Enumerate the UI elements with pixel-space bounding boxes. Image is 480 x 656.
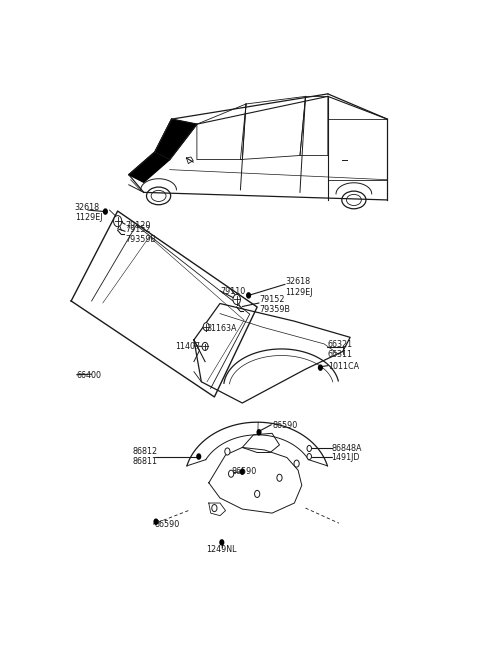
- Text: 1491JD: 1491JD: [332, 453, 360, 462]
- Text: 1249NL: 1249NL: [206, 545, 237, 554]
- Ellipse shape: [146, 187, 171, 205]
- Circle shape: [203, 323, 209, 331]
- Circle shape: [294, 460, 299, 467]
- Text: 79152
79359B: 79152 79359B: [259, 295, 290, 314]
- Text: 66400: 66400: [77, 371, 102, 380]
- Polygon shape: [155, 119, 197, 159]
- Text: 86590: 86590: [155, 520, 180, 529]
- Circle shape: [212, 504, 217, 512]
- Circle shape: [240, 469, 244, 474]
- Circle shape: [114, 216, 122, 227]
- Ellipse shape: [342, 191, 366, 209]
- Circle shape: [228, 470, 234, 478]
- Circle shape: [319, 365, 322, 370]
- Circle shape: [247, 293, 251, 298]
- Text: 66321
66311: 66321 66311: [328, 340, 353, 359]
- Circle shape: [220, 540, 224, 545]
- Circle shape: [277, 474, 282, 482]
- Circle shape: [202, 342, 208, 350]
- Text: 32618
1129EJ: 32618 1129EJ: [75, 203, 102, 222]
- Text: 79110: 79110: [220, 287, 245, 297]
- Circle shape: [233, 295, 240, 304]
- Circle shape: [104, 209, 107, 214]
- Ellipse shape: [347, 194, 361, 205]
- Ellipse shape: [151, 190, 166, 201]
- Circle shape: [254, 491, 260, 497]
- Text: 32618
1129EJ: 32618 1129EJ: [285, 277, 312, 297]
- Text: 11407: 11407: [175, 342, 201, 351]
- Circle shape: [257, 430, 261, 435]
- Text: 79120: 79120: [125, 220, 150, 230]
- Text: 79152
79359B: 79152 79359B: [125, 224, 156, 244]
- Text: 86590: 86590: [272, 421, 297, 430]
- Text: 86812
86811: 86812 86811: [132, 447, 157, 466]
- Circle shape: [307, 453, 312, 460]
- Circle shape: [197, 454, 201, 459]
- Circle shape: [225, 448, 230, 455]
- Polygon shape: [129, 152, 170, 182]
- Text: 1011CA: 1011CA: [328, 362, 359, 371]
- Text: 86848A: 86848A: [332, 445, 362, 453]
- Polygon shape: [328, 119, 387, 180]
- Text: 81163A: 81163A: [207, 324, 238, 333]
- Circle shape: [307, 445, 312, 451]
- Circle shape: [154, 519, 158, 524]
- Text: 86590: 86590: [231, 467, 256, 476]
